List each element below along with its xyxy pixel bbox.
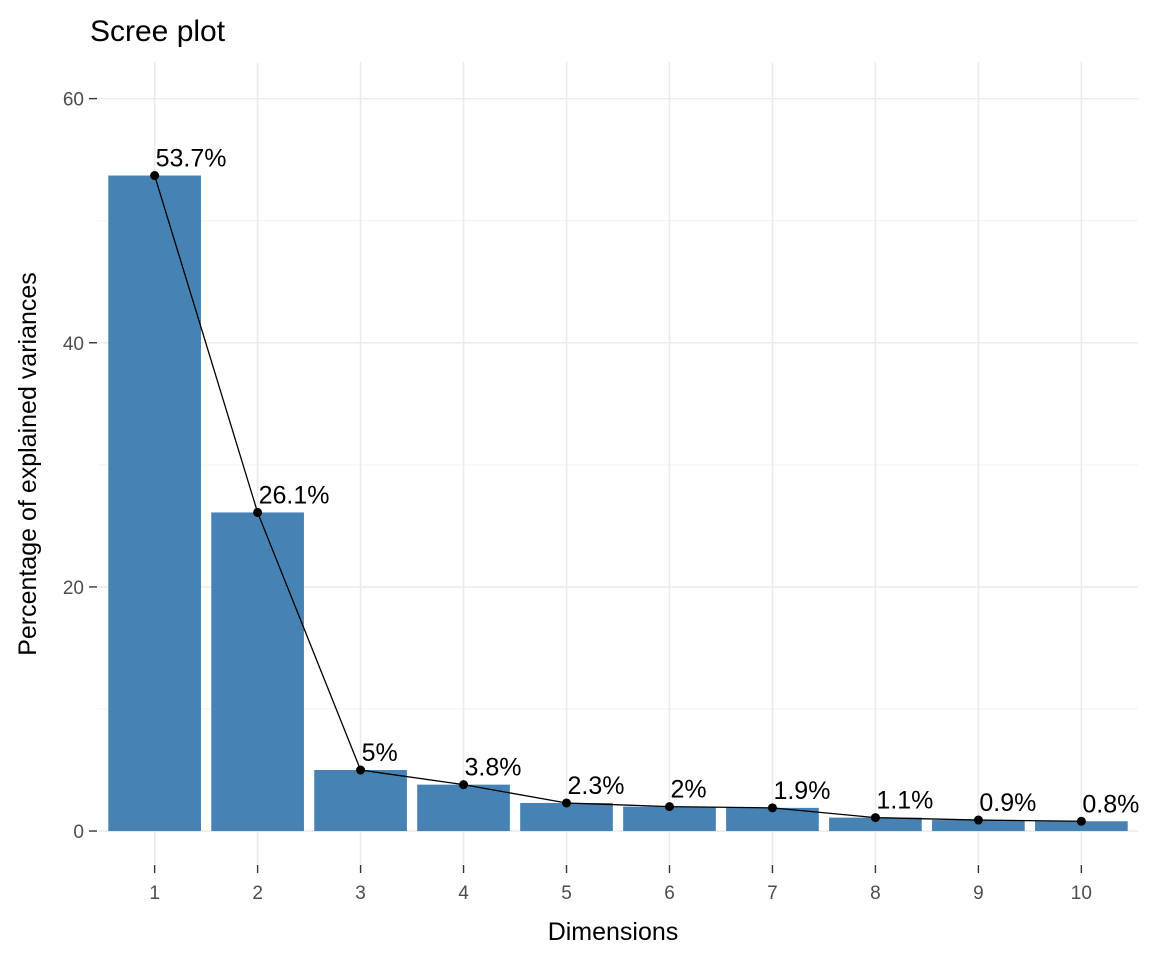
y-axis: 0 20 40 60 <box>63 90 97 843</box>
x-tick-label: 7 <box>767 883 778 904</box>
point-dim-9 <box>973 815 983 825</box>
y-axis-title: Percentage of explained variances <box>14 272 42 656</box>
y-tick-label: 60 <box>63 90 84 111</box>
bar-dim-8 <box>829 817 922 832</box>
data-label-dim-2: 26.1% <box>259 481 330 509</box>
y-tick-label: 0 <box>73 822 84 843</box>
x-tick-label: 6 <box>664 883 675 904</box>
point-dim-7 <box>767 803 777 813</box>
x-tick-label: 8 <box>870 883 881 904</box>
y-tick-label: 40 <box>63 334 84 355</box>
data-label-dim-6: 2% <box>670 776 706 804</box>
variance-line <box>154 175 1082 822</box>
bar-dim-3 <box>314 770 407 832</box>
point-dim-5 <box>562 798 572 808</box>
bar-dim-2 <box>211 512 304 832</box>
data-label-dim-10: 0.8% <box>1082 790 1139 818</box>
x-tick-label: 5 <box>561 883 572 904</box>
x-tick-label: 10 <box>1071 883 1092 904</box>
data-label-dim-8: 1.1% <box>876 787 933 815</box>
point-dim-10 <box>1076 816 1086 826</box>
point-dim-4 <box>459 780 469 790</box>
data-label-dim-4: 3.8% <box>465 754 522 782</box>
data-label-dim-5: 2.3% <box>568 772 625 800</box>
variance-line-path <box>154 175 1082 822</box>
gridlines <box>98 62 1138 864</box>
data-label-dim-9: 0.9% <box>979 789 1036 817</box>
bar-dim-10 <box>1035 821 1128 832</box>
point-dim-8 <box>870 813 880 823</box>
bar-dim-4 <box>417 784 510 832</box>
x-tick-label: 1 <box>149 883 160 904</box>
variance-points <box>150 171 1086 826</box>
x-axis-title: Dimensions <box>548 918 679 946</box>
point-dim-1 <box>150 171 160 181</box>
data-labels: 53.7% 26.1% 5% 3.8% 2.3% 2% 1.9% 1.1% 0.9% 0.8% <box>156 145 1140 819</box>
x-axis: 1 2 3 4 5 6 7 8 9 10 <box>149 865 1092 904</box>
point-dim-2 <box>253 507 263 517</box>
point-dim-3 <box>356 765 366 775</box>
data-label-dim-1: 53.7% <box>156 145 227 173</box>
chart-title: Scree plot <box>90 15 226 48</box>
point-dim-6 <box>664 802 674 812</box>
bar-dim-7 <box>726 807 819 832</box>
x-tick-label: 4 <box>458 883 469 904</box>
bar-dim-5 <box>520 802 613 832</box>
x-tick-label: 9 <box>973 883 984 904</box>
bar-dim-9 <box>932 820 1025 832</box>
x-tick-label: 2 <box>252 883 263 904</box>
y-tick-label: 20 <box>63 578 84 599</box>
x-tick-label: 3 <box>355 883 366 904</box>
data-label-dim-3: 5% <box>362 739 398 767</box>
bars <box>108 175 1128 832</box>
data-label-dim-7: 1.9% <box>773 777 830 805</box>
bar-dim-1 <box>108 175 201 832</box>
